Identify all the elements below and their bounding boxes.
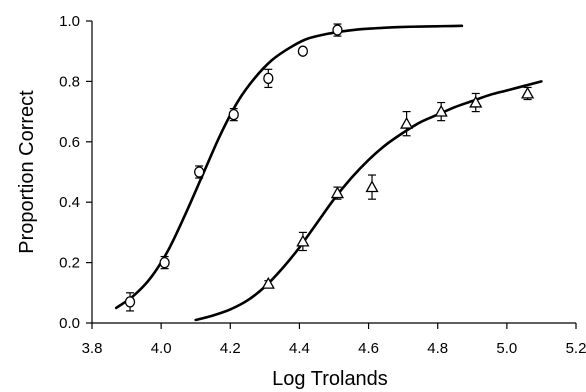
axes: 3.8 4.0 4.2 4.4 4.6 4.8 5.0 5.2 0.0 0.2 0.4 0.6 0.8 1… — [59, 13, 586, 357]
data-points — [124, 23, 535, 312]
triangle-marker — [434, 104, 448, 117]
triangle-data-point — [520, 86, 535, 101]
triangle-marker — [365, 180, 379, 193]
circle-marker — [124, 296, 136, 308]
circle-data-point — [124, 292, 136, 312]
circle-data-point — [263, 68, 274, 89]
triangle-data-point — [261, 276, 275, 289]
x-tick-label: 5.2 — [566, 340, 586, 357]
circle-marker — [297, 45, 309, 57]
circle-data-point — [332, 23, 343, 37]
circle-data-point — [297, 45, 309, 57]
triangle-data-point — [365, 174, 379, 200]
y-tick-label: 0.0 — [59, 315, 80, 332]
x-tick-label: 5.0 — [496, 340, 517, 357]
circle-marker — [194, 166, 205, 178]
triangle-marker — [520, 86, 535, 99]
triangle-data-point — [296, 231, 310, 252]
y-tick-label: 0.8 — [59, 73, 80, 90]
circle-data-point — [228, 107, 239, 122]
triangle-marker — [469, 95, 483, 108]
circle-data-point — [159, 255, 170, 270]
circle-data-point — [194, 165, 205, 179]
circle-marker — [263, 72, 274, 85]
x-tick-label: 4.8 — [427, 340, 448, 357]
circle-fit-curve — [114, 24, 464, 310]
triangle-fit-curve — [194, 80, 543, 322]
triangle-marker — [399, 116, 414, 129]
triangle-data-point — [434, 101, 448, 122]
x-tick-label: 4.0 — [151, 340, 172, 357]
x-tick-label: 4.4 — [289, 340, 310, 357]
fit-curves — [114, 24, 543, 322]
triangle-marker — [330, 186, 345, 199]
triangle-data-point — [330, 186, 345, 200]
x-axis-label: Log Trolands — [272, 368, 388, 390]
circle-marker — [159, 256, 170, 269]
triangle-marker — [261, 276, 275, 289]
triangle-marker — [296, 234, 310, 247]
y-axis-label: Proportion Correct — [16, 90, 38, 254]
x-tick-label: 4.2 — [220, 340, 241, 357]
y-tick-label: 0.6 — [59, 134, 80, 151]
y-tick-label: 0.2 — [59, 255, 80, 272]
triangle-data-point — [469, 92, 483, 113]
circle-marker — [228, 108, 239, 121]
y-tick-label: 0.4 — [59, 194, 80, 211]
circle-marker — [332, 24, 343, 36]
x-tick-label: 4.6 — [358, 340, 379, 357]
y-tick-label: 1.0 — [59, 13, 80, 30]
triangle-data-point — [399, 110, 414, 137]
x-tick-label: 3.8 — [82, 340, 103, 357]
